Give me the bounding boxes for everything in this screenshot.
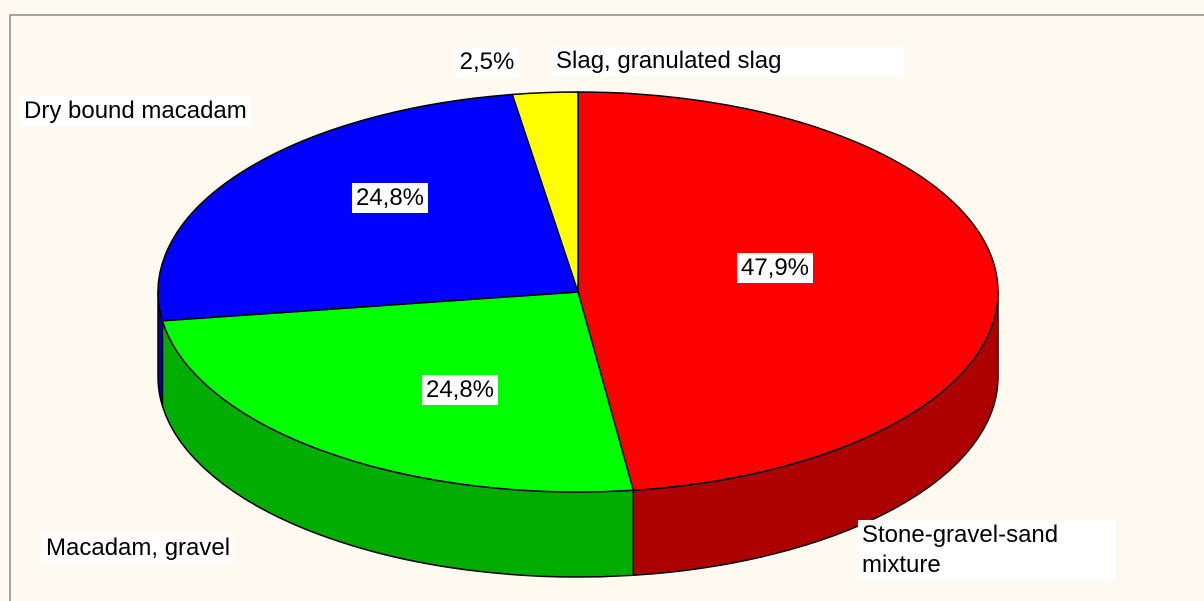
value-label: 2,5% [455,47,519,77]
category-label: Slag, granulated slag [552,46,905,76]
category-label: Macadam, gravel [42,533,235,563]
category-label: Dry bound macadam [20,96,251,126]
category-label: Stone-gravel-sand mixture [858,520,1116,580]
value-label: 24,8% [421,375,499,405]
value-label: 47,9% [736,253,814,283]
pie-slice [511,91,579,293]
value-label: 24,8% [351,183,429,213]
pie-slice [161,291,635,493]
pie-slice [577,91,999,492]
